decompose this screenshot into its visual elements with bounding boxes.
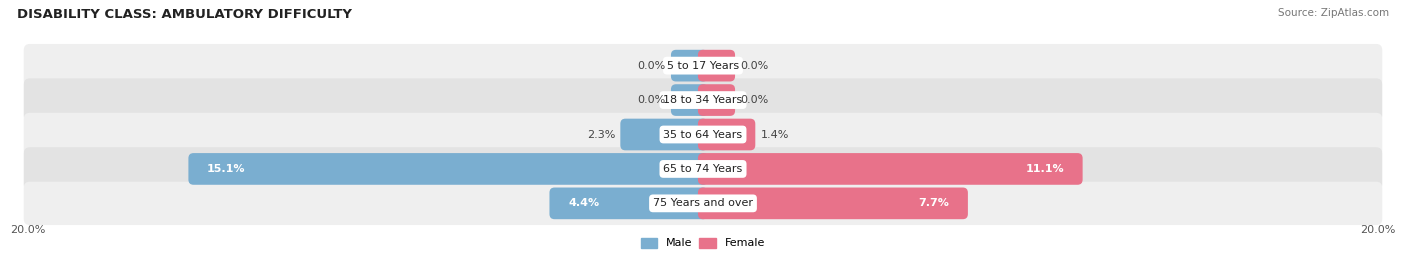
FancyBboxPatch shape [697, 84, 735, 116]
FancyBboxPatch shape [24, 44, 1382, 87]
Text: 0.0%: 0.0% [638, 95, 666, 105]
Text: 5 to 17 Years: 5 to 17 Years [666, 61, 740, 71]
FancyBboxPatch shape [697, 153, 1083, 185]
Text: 1.4%: 1.4% [761, 129, 789, 140]
FancyBboxPatch shape [550, 187, 709, 219]
FancyBboxPatch shape [697, 187, 967, 219]
Text: 2.3%: 2.3% [586, 129, 616, 140]
Text: Source: ZipAtlas.com: Source: ZipAtlas.com [1278, 8, 1389, 18]
Legend: Male, Female: Male, Female [637, 233, 769, 253]
Text: 11.1%: 11.1% [1025, 164, 1064, 174]
FancyBboxPatch shape [24, 113, 1382, 156]
FancyBboxPatch shape [697, 50, 735, 82]
FancyBboxPatch shape [671, 84, 709, 116]
FancyBboxPatch shape [697, 119, 755, 150]
Text: 7.7%: 7.7% [918, 198, 949, 208]
FancyBboxPatch shape [620, 119, 709, 150]
FancyBboxPatch shape [24, 182, 1382, 225]
Text: 0.0%: 0.0% [740, 61, 768, 71]
FancyBboxPatch shape [24, 78, 1382, 122]
Text: 15.1%: 15.1% [207, 164, 246, 174]
Text: 75 Years and over: 75 Years and over [652, 198, 754, 208]
FancyBboxPatch shape [24, 147, 1382, 191]
Text: 4.4%: 4.4% [568, 198, 599, 208]
Text: 0.0%: 0.0% [638, 61, 666, 71]
Text: 18 to 34 Years: 18 to 34 Years [664, 95, 742, 105]
FancyBboxPatch shape [671, 50, 709, 82]
FancyBboxPatch shape [188, 153, 709, 185]
Text: 65 to 74 Years: 65 to 74 Years [664, 164, 742, 174]
Text: DISABILITY CLASS: AMBULATORY DIFFICULTY: DISABILITY CLASS: AMBULATORY DIFFICULTY [17, 8, 352, 21]
Text: 35 to 64 Years: 35 to 64 Years [664, 129, 742, 140]
Text: 0.0%: 0.0% [740, 95, 768, 105]
